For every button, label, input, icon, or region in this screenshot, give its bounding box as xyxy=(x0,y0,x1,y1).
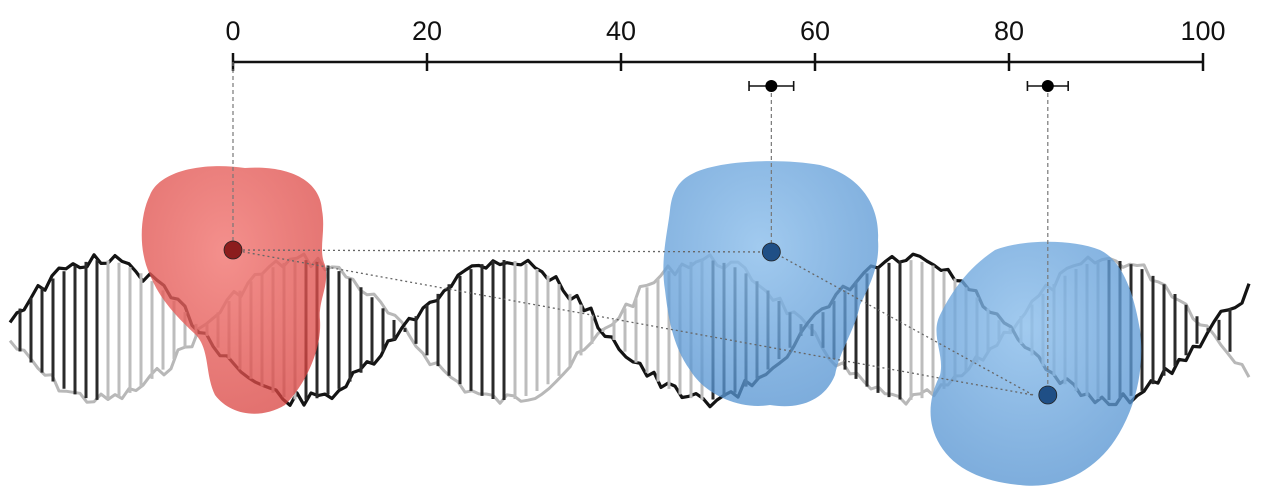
axis-tick-label: 40 xyxy=(606,16,636,46)
position-marker-dot xyxy=(765,80,778,92)
dye-spheres xyxy=(223,240,1058,405)
position-markers xyxy=(748,80,1069,92)
dye-sphere xyxy=(1038,385,1058,405)
blue-protein-surface-1 xyxy=(663,161,879,407)
axis-tick-label: 80 xyxy=(994,16,1024,46)
distance-links xyxy=(232,249,1034,396)
axis-tick-label: 20 xyxy=(412,16,442,46)
axis-tick-label: 100 xyxy=(1180,16,1225,46)
drop-lines xyxy=(232,62,1049,395)
axis-tick-label: 0 xyxy=(225,16,240,46)
blue-protein-surface-2 xyxy=(930,241,1142,486)
dye-sphere xyxy=(223,240,243,260)
axis-tick-label: 60 xyxy=(800,16,830,46)
position-marker-dot xyxy=(1041,80,1054,92)
red-protein-surface xyxy=(141,166,327,414)
protein-surfaces xyxy=(141,161,1142,486)
position-axis: 0 20 40 60 80 100 xyxy=(225,16,1226,71)
dye-sphere xyxy=(761,242,781,262)
